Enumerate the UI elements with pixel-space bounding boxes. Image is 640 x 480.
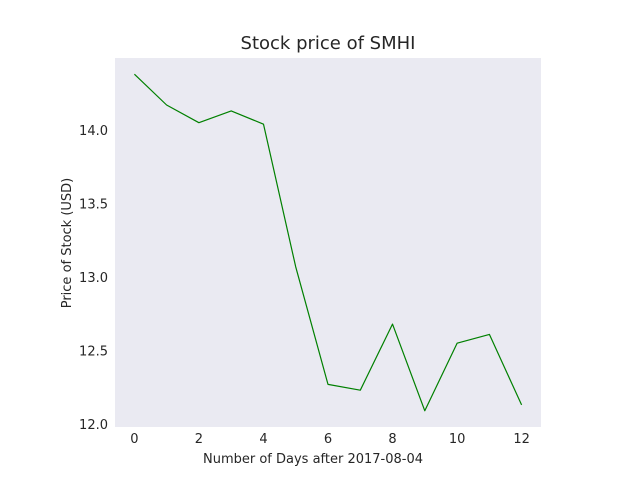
y-axis-label: Price of Stock (USD): [60, 178, 75, 309]
plot-area: [115, 58, 541, 427]
x-tick-label: 4: [259, 432, 267, 447]
x-axis-label: Number of Days after 2017-08-04: [203, 452, 423, 467]
y-tick-label: 14.0: [79, 124, 108, 139]
x-tick-label: 10: [449, 432, 466, 447]
x-tick-label: 6: [324, 432, 332, 447]
x-tick-label: 0: [130, 432, 138, 447]
x-axis: 0 2 4 6 8 10 12: [130, 432, 530, 447]
y-tick-label: 13.0: [79, 271, 108, 286]
y-tick-label: 12.0: [79, 418, 108, 433]
chart-title: Stock price of SMHI: [241, 33, 416, 54]
y-axis: 12.0 12.5 13.0 13.5 14.0: [79, 124, 108, 433]
x-tick-label: 12: [513, 432, 530, 447]
y-tick-label: 12.5: [79, 345, 108, 360]
x-tick-label: 2: [195, 432, 203, 447]
y-tick-label: 13.5: [79, 198, 108, 213]
series-line: [133, 73, 523, 412]
series-layer: [133, 73, 523, 412]
x-tick-label: 8: [388, 432, 396, 447]
